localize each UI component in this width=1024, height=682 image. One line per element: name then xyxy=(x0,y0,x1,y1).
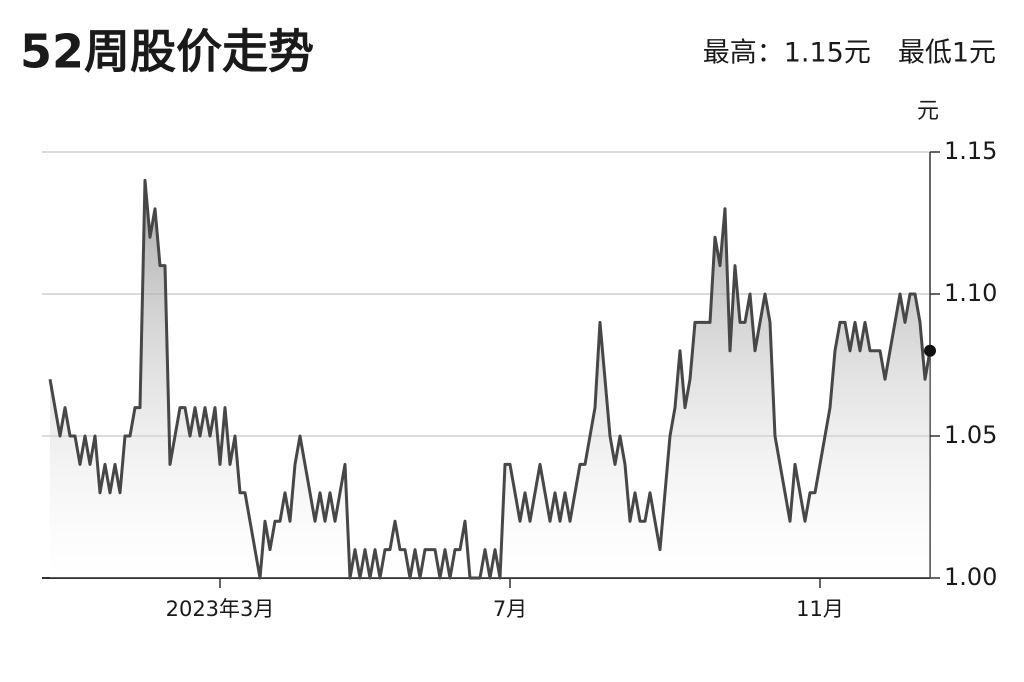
area xyxy=(50,180,930,578)
chart-title: 52周股价走势 xyxy=(20,25,314,79)
y-unit: 元 xyxy=(917,99,939,124)
x-tick-label: 7月 xyxy=(493,597,527,621)
x-tick-label: 2023年3月 xyxy=(166,597,275,621)
last-point xyxy=(924,344,936,357)
y-tick-label: 1.00 xyxy=(944,563,997,591)
line xyxy=(48,178,932,580)
y-tick-label: 1.10 xyxy=(944,279,997,307)
y-tick-label: 1.15 xyxy=(944,137,997,165)
chart-subtitle: 最高：1.15元 最低1元 xyxy=(703,38,996,69)
x-tick-label: 11月 xyxy=(796,597,844,621)
y-tick-label: 1.05 xyxy=(944,421,997,449)
